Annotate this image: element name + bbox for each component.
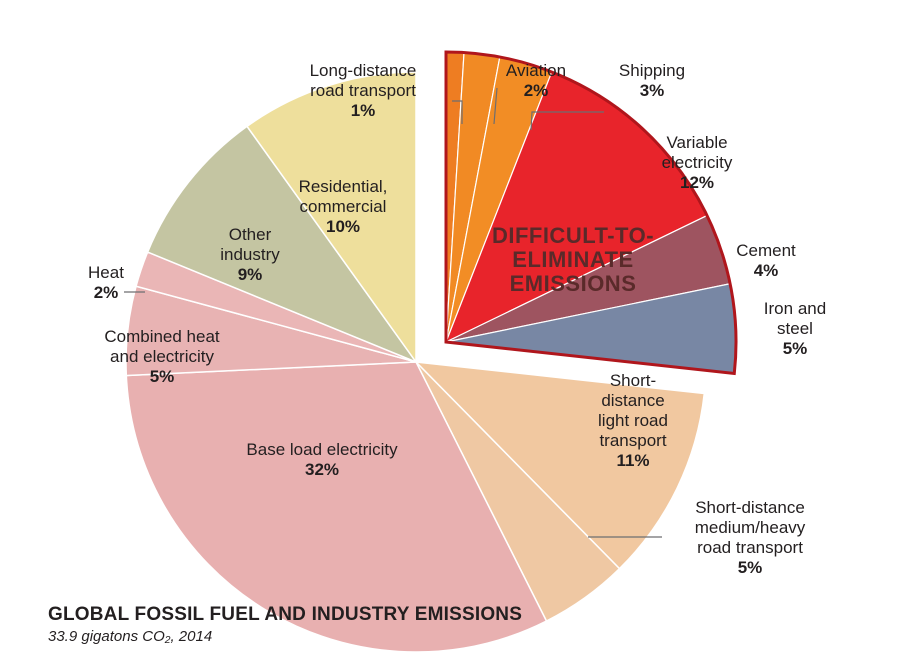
slice-value-other-industry: 9% xyxy=(238,265,263,284)
slice-label-shipping: Shipping 3% xyxy=(619,61,685,100)
slice-value-residential-commercial: 10% xyxy=(326,217,360,236)
main-pie-slices xyxy=(125,71,706,653)
slice-value-cement: 4% xyxy=(754,261,779,280)
slice-label-combined-heat-and-electricity: Combined heat and electricity 5% xyxy=(104,327,220,386)
leader-line-shipping xyxy=(530,111,604,131)
slice-label-iron-and-steel: Iron and steel 5% xyxy=(764,299,826,358)
leader-lines xyxy=(124,87,662,538)
slice-label-residential-commercial: Residential, commercial 10% xyxy=(299,177,388,236)
leader-line-long-distance-road-transport xyxy=(452,100,463,124)
slice-label-other-industry: Other industry 9% xyxy=(220,225,280,284)
slice-value-iron-and-steel: 5% xyxy=(783,339,808,358)
slice-labels: Long-distance road transport 1% Aviation 2% S… xyxy=(88,61,826,577)
slice-label-short-distance-light-road-transport: Short-distance light road transport 11% xyxy=(598,371,668,470)
pie-slice-other-industry xyxy=(146,125,419,364)
pie-slice-short-distance-light-road-transport xyxy=(413,361,706,570)
slice-value-shipping: 3% xyxy=(640,81,665,100)
chart-subtitle: 33.9 gigatons CO₂, 2014 xyxy=(48,628,213,645)
slice-label-short-distance-medium-heavy-road-transport: Short-distance medium/heavy road transport… xyxy=(695,498,806,577)
slice-label-aviation: Aviation 2% xyxy=(506,61,566,100)
slice-label-long-distance-road-transport: Long-distance road transport 1% xyxy=(310,61,417,120)
slice-label-heat: Heat 2% xyxy=(88,263,124,302)
slice-value-base-load-electricity: 32% xyxy=(305,460,339,479)
slice-label-variable-electricity: Variable electricity 12% xyxy=(662,133,733,192)
slice-value-aviation: 2% xyxy=(524,81,549,100)
slice-value-heat: 2% xyxy=(94,283,119,302)
slice-value-variable-electricity: 12% xyxy=(680,173,714,192)
slice-value-combined-heat-and-electricity: 5% xyxy=(150,367,175,386)
slice-value-short-distance-medium-heavy-road-transport: 5% xyxy=(738,558,763,577)
group-label: DIFFICULT-TO-ELIMINATE EMISSIONS xyxy=(492,223,654,296)
pie-slice-residential-commercial xyxy=(245,71,417,365)
slice-value-short-distance-light-road-transport: 11% xyxy=(616,451,649,470)
leader-line-aviation xyxy=(493,87,498,125)
difficult-to-eliminate-group xyxy=(444,50,738,376)
difficult-group-outline xyxy=(444,50,738,376)
slice-label-base-load-electricity: Base load electricity 32% xyxy=(246,440,398,479)
title-block: GLOBAL FOSSIL FUEL AND INDUSTRY EMISSION… xyxy=(48,604,522,645)
slice-label-cement: Cement 4% xyxy=(736,241,796,280)
pie-slice-base-load-electricity xyxy=(125,361,548,653)
slice-value-long-distance-road-transport: 1% xyxy=(351,101,376,120)
chart-title: GLOBAL FOSSIL FUEL AND INDUSTRY EMISSION… xyxy=(48,604,523,625)
